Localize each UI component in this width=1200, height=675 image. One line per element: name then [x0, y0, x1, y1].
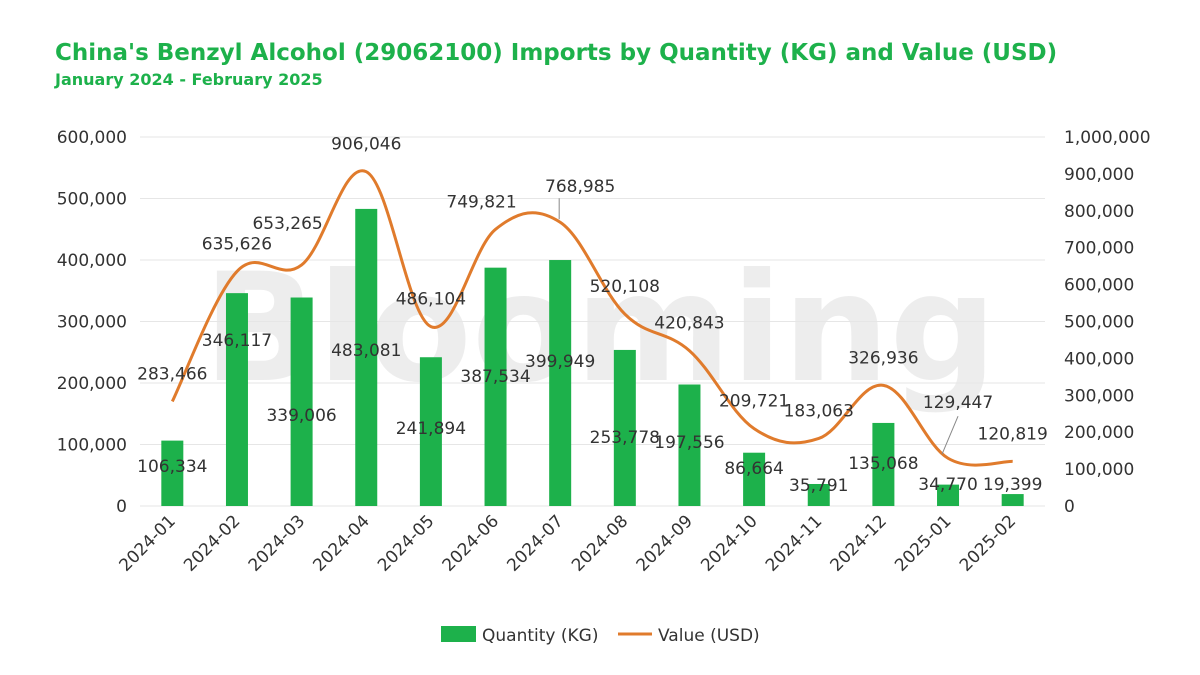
bar-2024-07 [549, 260, 572, 506]
right-tick-label: 0 [1064, 497, 1075, 517]
x-tick-label: 2024-09 [633, 511, 697, 575]
line-label-2025-02: 120,819 [978, 424, 1048, 444]
bar-label-2024-03: 339,006 [266, 406, 336, 426]
line-label-2024-04: 906,046 [331, 135, 401, 155]
right-axis-ticks: 0 100,000 200,000 300,000 400,000 500,000 600,… [1064, 128, 1151, 517]
x-axis-ticks: 2024-01 2024-02 2024-03 2024-04 2024-05 2024-… [115, 511, 1020, 575]
line-label-2024-03: 653,265 [252, 214, 322, 234]
bar-label-2024-01: 106,334 [137, 457, 207, 477]
bar-2024-12 [872, 422, 895, 506]
watermark-text: Blooming [203, 242, 997, 416]
bar-label-2024-04: 483,081 [331, 341, 401, 361]
bar-2024-01 [161, 440, 184, 506]
x-tick-label: 2024-05 [374, 511, 438, 575]
value-line [170, 169, 1013, 467]
left-tick-label: 500,000 [57, 190, 127, 210]
bar-label-2025-01: 34,770 [918, 475, 977, 495]
x-tick-label: 2025-01 [891, 511, 955, 575]
bar-2024-11 [807, 483, 830, 506]
x-tick-label: 2024-06 [439, 511, 503, 575]
bar-2024-06 [484, 267, 507, 506]
x-tick-label: 2025-02 [956, 511, 1020, 575]
line-label-2024-01: 283,466 [137, 364, 207, 384]
left-tick-label: 600,000 [57, 128, 127, 148]
bar-label-2024-12: 135,068 [848, 454, 918, 474]
bar-label-2024-06: 387,534 [460, 367, 530, 387]
bar-2024-05 [419, 357, 442, 506]
bar-label-2025-02: 19,399 [983, 475, 1042, 495]
x-tick-label: 2024-03 [245, 511, 309, 575]
right-tick-label: 800,000 [1064, 202, 1134, 222]
line-label-2024-05: 486,104 [396, 290, 466, 310]
line-label-2024-02: 635,626 [202, 234, 272, 254]
leader-line [941, 416, 959, 455]
right-tick-label: 200,000 [1064, 423, 1134, 443]
line-label-2024-10: 209,721 [719, 392, 789, 412]
bar-2025-01 [937, 484, 960, 506]
line-label-2024-07: 768,985 [545, 177, 615, 197]
bar-2024-03 [290, 297, 313, 506]
chart-subtitle: January 2024 - February 2025 [55, 70, 323, 89]
legend-label-value: Value (USD) [658, 626, 760, 646]
legend-swatch-quantity [441, 626, 476, 642]
line-label-2025-01: 129,447 [923, 393, 993, 413]
bar-label-2024-07: 399,949 [525, 352, 595, 372]
line-label-2024-11: 183,063 [784, 401, 854, 421]
bar-label-2024-11: 35,791 [789, 476, 848, 496]
bar-data-labels: 106,334 346,117 339,006 483,081 241,894 387,5… [137, 331, 1042, 496]
legend: Quantity (KG) Value (USD) [441, 626, 760, 646]
left-tick-label: 200,000 [57, 374, 127, 394]
line-label-2024-09: 420,843 [654, 314, 724, 334]
x-tick-label: 2024-08 [568, 511, 632, 575]
bar-label-2024-09: 197,556 [654, 433, 724, 453]
left-tick-label: 300,000 [57, 313, 127, 333]
bar-label-2024-10: 86,664 [724, 459, 783, 479]
x-tick-label: 2024-01 [115, 511, 179, 575]
right-tick-label: 300,000 [1064, 386, 1134, 406]
bar-2024-02 [225, 293, 248, 506]
x-tick-label: 2024-02 [180, 511, 244, 575]
x-tick-label: 2024-04 [309, 511, 373, 575]
bar-label-2024-02: 346,117 [202, 331, 272, 351]
right-tick-label: 1,000,000 [1064, 128, 1151, 148]
bar-2025-02 [1001, 494, 1024, 506]
bar-series [161, 208, 1024, 506]
left-tick-label: 100,000 [57, 436, 127, 456]
x-tick-label: 2024-10 [697, 511, 761, 575]
bar-2024-10 [743, 452, 766, 506]
line-series [170, 169, 1013, 467]
x-tick-label: 2024-11 [762, 511, 826, 575]
bar-2024-09 [678, 384, 701, 506]
left-tick-label: 0 [116, 497, 127, 517]
left-tick-label: 400,000 [57, 251, 127, 271]
right-tick-label: 700,000 [1064, 239, 1134, 259]
right-tick-label: 600,000 [1064, 276, 1134, 296]
right-tick-label: 900,000 [1064, 165, 1134, 185]
legend-label-quantity: Quantity (KG) [482, 626, 598, 646]
bar-label-2024-08: 253,778 [590, 428, 660, 448]
bar-2024-04 [355, 208, 378, 506]
right-tick-label: 400,000 [1064, 349, 1134, 369]
bar-2024-08 [613, 349, 636, 506]
x-tick-label: 2024-12 [827, 511, 891, 575]
line-label-2024-06: 749,821 [446, 192, 516, 212]
line-label-2024-12: 326,936 [848, 348, 918, 368]
bar-label-2024-05: 241,894 [396, 419, 466, 439]
right-tick-label: 500,000 [1064, 313, 1134, 333]
left-axis-ticks: 0 100,000 200,000 300,000 400,000 500,000 600,… [57, 128, 127, 517]
x-tick-label: 2024-07 [503, 511, 567, 575]
right-tick-label: 100,000 [1064, 460, 1134, 480]
line-label-2024-08: 520,108 [590, 277, 660, 297]
chart-title: China's Benzyl Alcohol (29062100) Import… [55, 40, 1058, 66]
